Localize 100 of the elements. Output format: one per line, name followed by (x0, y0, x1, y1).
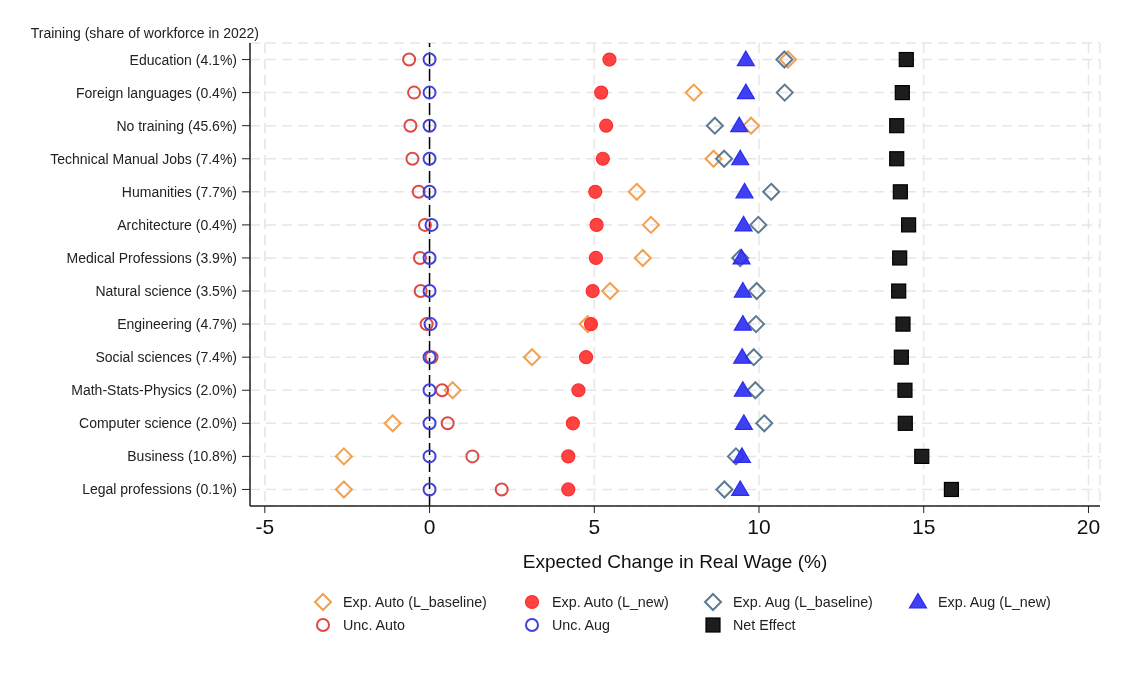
point (589, 217, 604, 232)
point (494, 482, 509, 497)
point (413, 250, 427, 265)
point (894, 85, 910, 101)
point (734, 215, 753, 232)
point (422, 184, 437, 199)
point (889, 118, 905, 134)
y-tick-label: Legal professions (0.1%) (82, 481, 237, 498)
point (889, 151, 905, 167)
point (422, 284, 437, 299)
point (731, 480, 750, 497)
point (775, 83, 794, 102)
y-tick-label: No training (45.6%) (116, 117, 237, 134)
y-tick-label: Business (10.8%) (127, 448, 237, 465)
point (775, 50, 794, 69)
point (705, 116, 724, 135)
point (744, 348, 763, 367)
point (422, 151, 437, 166)
point (633, 248, 652, 267)
x-tick-label: 5 (588, 514, 601, 538)
point (465, 449, 480, 464)
x-tick-label: -5 (255, 514, 275, 538)
point (762, 182, 781, 201)
point (715, 480, 734, 499)
point (732, 447, 751, 463)
point (407, 85, 422, 100)
point (422, 449, 437, 464)
point (422, 383, 437, 398)
point (731, 149, 750, 166)
point (405, 151, 420, 166)
point (892, 184, 908, 200)
y-tick-label: Natural science (3.5%) (95, 283, 237, 300)
point (422, 250, 437, 265)
point (435, 383, 450, 398)
x-axis-title: Expected Change in Real Wage (%) (522, 551, 828, 572)
y-tick-label: Humanities (7.7%) (121, 183, 237, 200)
point (730, 116, 749, 133)
point (704, 149, 723, 168)
point (440, 416, 455, 431)
point (895, 316, 911, 332)
point (735, 182, 754, 199)
x-tick-label: 15 (912, 514, 936, 538)
point (755, 414, 774, 433)
point (599, 118, 614, 133)
y-tick-label: Engineering (4.7%) (117, 316, 237, 333)
point (900, 217, 917, 233)
y-tick-label: Education (4.1%) (129, 51, 237, 68)
point (736, 50, 755, 67)
point (422, 85, 437, 100)
point (897, 415, 913, 431)
point (747, 315, 766, 334)
y-tick-label: Medical Professions (3.9%) (66, 249, 237, 266)
point (588, 250, 604, 266)
point (565, 416, 580, 431)
y-tick-label: Math-Stats-Physics (2.0%) (71, 382, 237, 399)
point (423, 317, 438, 332)
point (914, 448, 930, 464)
point (602, 52, 617, 67)
point (334, 480, 353, 499)
point (383, 414, 402, 433)
point (422, 416, 437, 431)
point (417, 217, 432, 232)
point (523, 348, 542, 367)
point (892, 250, 908, 266)
point (627, 182, 646, 201)
point (601, 282, 620, 301)
point (684, 83, 703, 102)
x-tick-label: 20 (1076, 514, 1101, 538)
point (585, 283, 600, 299)
point (736, 83, 755, 100)
point (734, 414, 753, 430)
point (334, 447, 353, 466)
point (746, 381, 765, 400)
y-tick-label: Technical Manual Jobs (7.4%) (50, 150, 237, 167)
point (594, 85, 609, 100)
point (413, 284, 428, 299)
point (733, 315, 752, 331)
point (641, 215, 660, 234)
point (571, 383, 586, 398)
point (424, 217, 439, 232)
point (779, 50, 797, 69)
legend-label: Unc. Aug (552, 617, 611, 633)
point (733, 281, 752, 298)
point (595, 151, 610, 166)
point (733, 381, 752, 397)
point (583, 317, 599, 332)
legend-label: Exp. Aug (L_new) (938, 594, 1051, 610)
y-tick-label: Social sciences (7.4%) (95, 349, 237, 366)
point (893, 349, 909, 365)
point (898, 51, 914, 68)
point (747, 282, 766, 301)
legend-label: Unc. Auto (343, 617, 405, 633)
point (943, 481, 960, 498)
x-tick-label: 0 (423, 514, 436, 538)
point (443, 381, 462, 400)
point (733, 348, 752, 364)
point (422, 52, 437, 67)
point (411, 184, 426, 199)
y-tick-label: Architecture (0.4%) (117, 216, 237, 233)
point (742, 116, 761, 135)
